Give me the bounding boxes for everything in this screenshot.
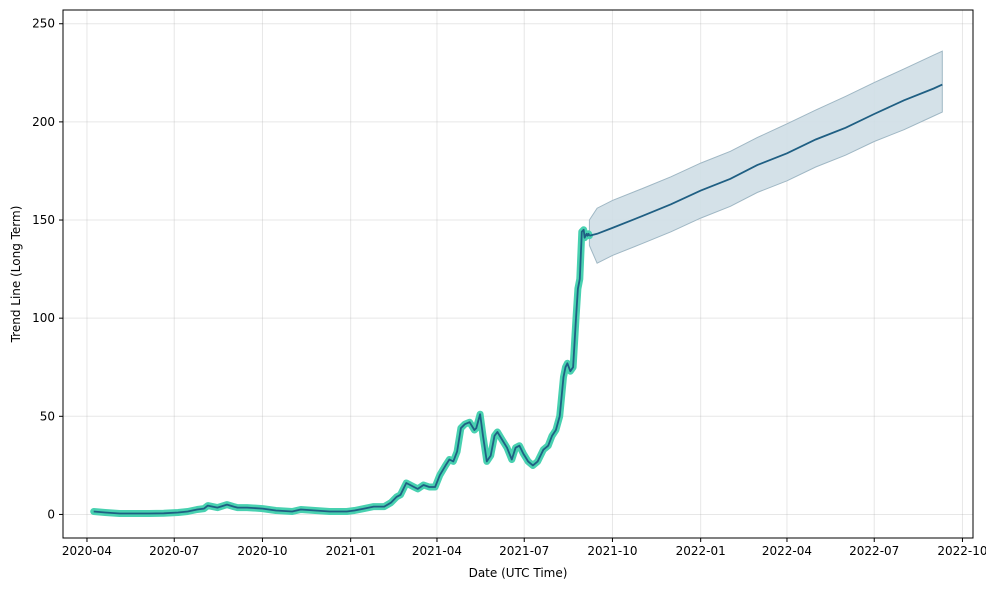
x-tick-label: 2020-07 bbox=[149, 544, 199, 558]
x-tick-label: 2022-01 bbox=[676, 544, 726, 558]
x-tick-label: 2020-04 bbox=[62, 544, 112, 558]
trend-fit-line bbox=[93, 228, 591, 515]
grid bbox=[63, 10, 973, 538]
y-tick-label: 100 bbox=[32, 311, 55, 325]
x-axis-label: Date (UTC Time) bbox=[469, 566, 568, 580]
x-tick-label: 2020-10 bbox=[237, 544, 287, 558]
x-tick-label: 2022-10 bbox=[937, 544, 986, 558]
y-tick-label: 200 bbox=[32, 115, 55, 129]
x-tick-label: 2022-04 bbox=[762, 544, 812, 558]
x-tick-label: 2021-01 bbox=[326, 544, 376, 558]
x-tick-label: 2021-10 bbox=[587, 544, 637, 558]
y-axis-label: Trend Line (Long Term) bbox=[9, 206, 23, 344]
forecast-band bbox=[588, 50, 943, 264]
y-tick-label: 50 bbox=[40, 409, 55, 423]
x-tick-label: 2021-04 bbox=[412, 544, 462, 558]
y-tick-label: 0 bbox=[47, 507, 55, 521]
forecast-confidence-band bbox=[588, 50, 943, 264]
series-lines bbox=[90, 83, 943, 517]
y-tick-label: 250 bbox=[32, 17, 55, 31]
plot-frame bbox=[62, 9, 974, 539]
forecast-trend-line bbox=[589, 83, 943, 237]
y-tick-label: 150 bbox=[32, 213, 55, 227]
axis-ticks: 2020-04 2020-07 2020-10 2021-01 2021-04 2021-… bbox=[32, 17, 986, 558]
x-tick-label: 2022-07 bbox=[849, 544, 899, 558]
x-tick-label: 2021-07 bbox=[499, 544, 549, 558]
